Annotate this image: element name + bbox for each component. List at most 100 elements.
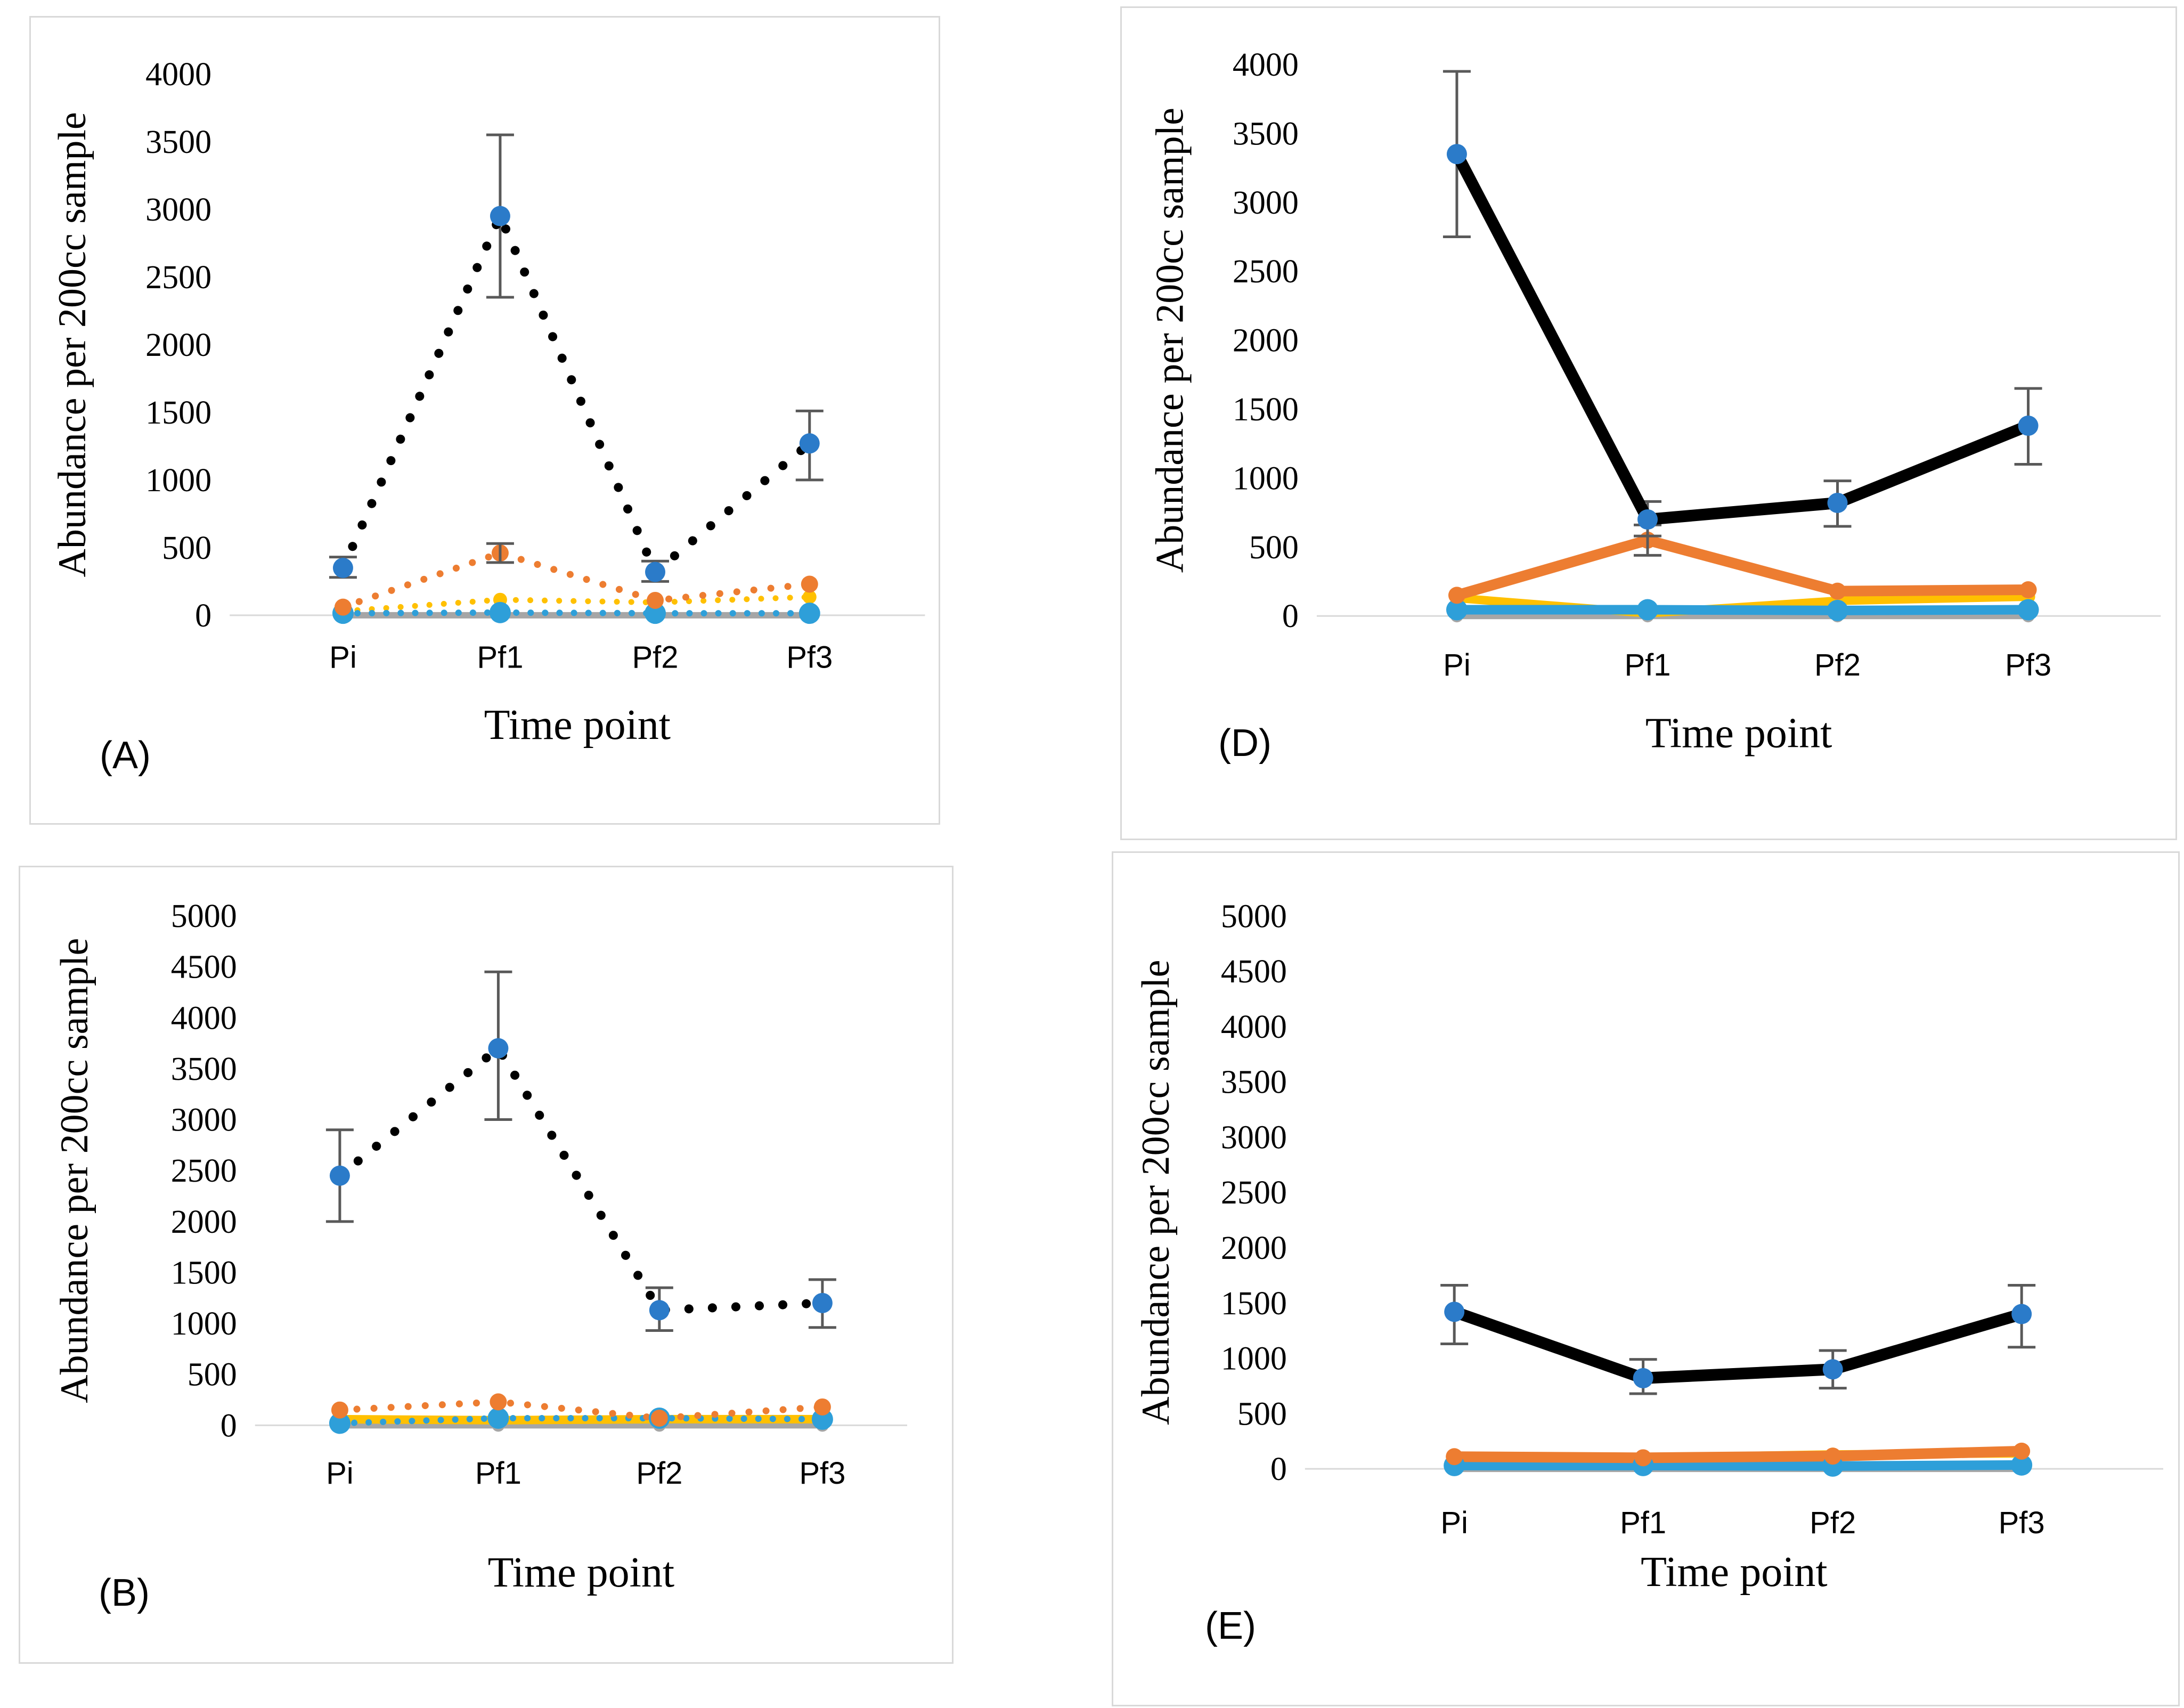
series-line-black (338, 212, 814, 577)
y-tick-label: 500 (188, 1357, 237, 1393)
y-tick-label: 4000 (145, 56, 211, 93)
data-point-light-blue (798, 603, 820, 624)
data-point-orange (331, 1401, 348, 1419)
data-point-orange (1446, 1448, 1463, 1466)
data-point-black (329, 1165, 350, 1186)
x-category-label: Pf1 (1624, 648, 1670, 682)
series-line-light-blue (1452, 605, 2033, 615)
data-point-light-blue (329, 1412, 351, 1434)
x-category-label: Pf2 (636, 1456, 682, 1491)
y-tick-label: 0 (221, 1408, 237, 1444)
y-tick-label: 1500 (145, 395, 211, 431)
data-point-orange (1829, 582, 1846, 600)
y-tick-label: 3000 (1221, 1119, 1287, 1156)
y-tick-label: 2500 (1233, 254, 1299, 290)
y-axis-tick-labels: 0 500 1000 1500 2000 2500 3000 3500 4000 (1233, 47, 1299, 635)
data-point-black (1827, 492, 1848, 513)
data-point-black (490, 206, 510, 226)
error-bar (486, 542, 514, 564)
y-tick-label: 4500 (171, 949, 237, 986)
data-point-orange (490, 1393, 507, 1411)
data-point-yellow (802, 590, 817, 604)
x-axis-category-labels: Pi Pf1 Pf2 Pf3 (1443, 648, 2051, 682)
data-point-black (2011, 1304, 2032, 1324)
y-tick-label: 2000 (145, 327, 211, 363)
data-point-black (1822, 1359, 1843, 1380)
y-tick-label: 4000 (1221, 1009, 1287, 1045)
x-category-label: Pf3 (2005, 648, 2051, 682)
error-bars-orange (486, 542, 514, 564)
x-axis-title: Time point (484, 702, 671, 749)
data-point-black (332, 557, 353, 578)
y-tick-label: 4000 (1233, 47, 1299, 83)
y-tick-label: 2000 (1233, 323, 1299, 359)
data-point-light-blue (1637, 599, 1659, 621)
y-axis-title: Abundance per 200cc sample (1134, 960, 1178, 1425)
y-tick-label: 3000 (145, 192, 211, 228)
series-line-black (335, 1044, 827, 1315)
series-line-orange (339, 549, 813, 611)
y-axis-tick-labels: 0 500 1000 1500 2000 2500 3000 3500 4000 4500 5000 (1221, 898, 1287, 1487)
y-tick-label: 4000 (171, 1000, 237, 1036)
y-tick-label: 1500 (1233, 392, 1299, 428)
y-tick-label: 5000 (1221, 898, 1287, 934)
series-markers-black (1444, 1302, 2032, 1388)
series-markers-orange (334, 544, 818, 616)
y-tick-label: 3500 (171, 1051, 237, 1087)
series-markers-light-blue (1446, 599, 2039, 621)
panel-A-chart: 0 500 1000 1500 2000 2500 3000 3500 4000 Abundanc… (29, 16, 940, 825)
y-tick-label: 1000 (145, 462, 211, 499)
x-axis-category-labels: Pi Pf1 Pf2 Pf3 (326, 1456, 845, 1491)
data-point-light-blue (2011, 1454, 2033, 1476)
series-line-orange (1451, 534, 2034, 601)
data-point-orange (650, 1409, 668, 1427)
data-point-black (812, 1292, 833, 1313)
series-line-black (1450, 148, 2034, 526)
y-tick-label: 2000 (171, 1204, 237, 1240)
series-line-yellow (340, 594, 813, 614)
data-point-black (1637, 509, 1658, 530)
x-axis-title: Time point (488, 1549, 674, 1596)
x-category-label: Pf1 (1620, 1506, 1666, 1540)
panel-label-D: (D) (1218, 722, 1272, 764)
data-point-light-blue (2017, 599, 2039, 621)
data-point-orange (801, 575, 818, 593)
y-tick-label: 1000 (171, 1306, 237, 1342)
chart-svg-(D): 0 500 1000 1500 2000 2500 3000 3500 4000 Abundanc… (1148, 47, 2161, 757)
x-category-label: Pi (1440, 1506, 1468, 1540)
x-category-label: Pf2 (1814, 648, 1861, 682)
data-point-black (488, 1038, 509, 1059)
panel-D-chart: 0 500 1000 1500 2000 2500 3000 3500 4000 Abundanc… (1120, 6, 2177, 840)
data-point-black (649, 1300, 670, 1321)
y-tick-label: 1500 (171, 1255, 237, 1291)
y-tick-label: 500 (162, 530, 211, 566)
data-point-orange (334, 598, 352, 616)
series-markers-black (1446, 144, 2039, 530)
x-axis-title: Time point (1645, 710, 1832, 757)
panel-B-chart: 0 500 1000 1500 2000 2500 3000 3500 4000 4500 5000… (19, 866, 954, 1664)
x-category-label: Pf2 (1810, 1506, 1856, 1540)
data-point-light-blue (644, 603, 666, 624)
data-point-light-blue (487, 1407, 509, 1429)
y-tick-label: 4500 (1221, 954, 1287, 990)
data-point-black (645, 562, 665, 582)
chart-svg-(A): 0 500 1000 1500 2000 2500 3000 3500 4000 Abundanc… (51, 56, 925, 749)
y-tick-label: 2500 (171, 1153, 237, 1189)
data-point-orange (1448, 587, 1465, 604)
y-axis-tick-labels: 0 500 1000 1500 2000 2500 3000 3500 4000 (145, 56, 211, 634)
x-category-label: Pi (329, 640, 357, 675)
data-point-black (1446, 144, 1467, 165)
y-tick-label: 1000 (1221, 1341, 1287, 1377)
data-point-black (2018, 416, 2039, 436)
y-axis-tick-labels: 0 500 1000 1500 2000 2500 3000 3500 4000 4500 5000 (171, 898, 237, 1444)
y-tick-label: 3500 (1233, 116, 1299, 152)
y-tick-label: 0 (1270, 1451, 1287, 1487)
series-markers-black (332, 206, 820, 582)
y-tick-label: 2000 (1221, 1230, 1287, 1266)
series-line-light-blue (1449, 1460, 2027, 1471)
y-tick-label: 1500 (1221, 1286, 1287, 1322)
y-tick-label: 500 (1237, 1396, 1287, 1432)
chart-svg-(E): 0 500 1000 1500 2000 2500 3000 3500 4000 4500 5000… (1134, 898, 2164, 1596)
x-category-label: Pf3 (799, 1456, 845, 1491)
